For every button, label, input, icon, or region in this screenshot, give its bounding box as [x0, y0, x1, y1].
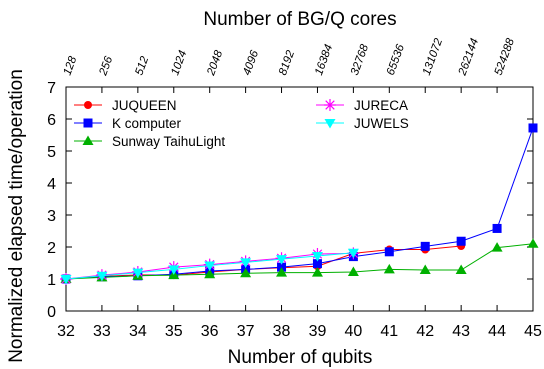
- x-tick-label: 32: [57, 323, 75, 340]
- data-point: [324, 99, 336, 111]
- data-point: [420, 241, 430, 251]
- plot-frame: [65, 86, 534, 312]
- data-point: [324, 119, 336, 129]
- x-tick-label: 45: [524, 323, 542, 340]
- data-point: [240, 258, 252, 268]
- data-point: [276, 267, 288, 277]
- legend-label: JUWELS: [354, 116, 409, 131]
- data-point: [492, 223, 502, 233]
- data-point: [419, 264, 431, 275]
- data-point: [84, 101, 92, 109]
- y-axis-title: Normalized elapsed time/operation: [6, 69, 27, 363]
- data-point: [527, 238, 539, 248]
- data-point: [528, 123, 538, 133]
- legend-item: Sunway TaihuLight: [74, 134, 225, 149]
- y-tick-label: 0: [47, 304, 56, 321]
- data-point: [204, 261, 216, 272]
- legend-label: Sunway TaihuLight: [112, 134, 225, 149]
- data-point: [456, 236, 466, 246]
- data-point: [60, 275, 72, 285]
- series-group: [60, 238, 539, 283]
- series-line: [65, 243, 534, 280]
- data-point: [312, 259, 322, 269]
- x-tick-label: 41: [380, 323, 398, 340]
- x-tick-label: 36: [201, 323, 219, 340]
- legend-item: JUWELS: [316, 116, 409, 131]
- x-axis-title: Number of qubits: [228, 347, 373, 368]
- x-tick-label: 34: [129, 323, 147, 340]
- y-tick-label: 7: [47, 80, 56, 97]
- x-tick-label: 38: [273, 323, 291, 340]
- y-tick-label: 1: [47, 272, 56, 289]
- y-tick-label: 2: [47, 240, 56, 257]
- top-tick-label: 262144: [456, 37, 481, 78]
- legend-item: JURECA: [316, 98, 408, 113]
- legend-item: K computer: [74, 116, 182, 131]
- legend-item: JUQUEEN: [74, 98, 177, 113]
- x-tick-label: 42: [416, 323, 434, 340]
- data-point: [96, 271, 108, 282]
- data-point: [311, 267, 323, 277]
- data-point: [311, 251, 323, 262]
- data-point: [240, 267, 252, 278]
- top-tick-label: 512: [133, 54, 151, 77]
- data-point: [384, 247, 394, 257]
- y-tick-label: 3: [47, 208, 56, 225]
- top-tick-label: 32768: [349, 42, 371, 77]
- series-group: [60, 248, 359, 285]
- x-tick-label: 39: [309, 323, 327, 340]
- x-tick-label: 37: [237, 323, 255, 340]
- data-point: [168, 265, 180, 275]
- top-tick-label: 8192: [277, 48, 297, 77]
- top-tick-label: 2048: [205, 48, 226, 78]
- y-tick-label: 4: [47, 176, 56, 193]
- top-tick-label: 524288: [493, 36, 518, 77]
- y-tick-label: 5: [47, 144, 56, 161]
- legend-label: JURECA: [354, 98, 408, 113]
- x-tick-label: 44: [488, 323, 506, 340]
- data-point: [204, 268, 216, 279]
- data-point: [83, 118, 93, 128]
- data-point: [347, 266, 359, 276]
- x-tick-label: 35: [165, 323, 183, 340]
- data-point: [82, 135, 94, 145]
- top-tick-label: 131072: [421, 36, 446, 77]
- x-tick-label: 33: [93, 323, 111, 340]
- legend-label: K computer: [112, 116, 182, 131]
- y-tick-label: 6: [47, 112, 56, 129]
- top-axis-title: Number of BG/Q cores: [203, 9, 396, 30]
- top-tick-label: 256: [97, 54, 115, 78]
- data-point: [491, 242, 503, 252]
- legend-label: JUQUEEN: [112, 98, 177, 113]
- data-point: [276, 255, 288, 265]
- top-tick-label: 4096: [241, 48, 261, 77]
- data-point: [132, 268, 144, 279]
- top-tick-label: 16384: [313, 43, 335, 77]
- top-tick-label: 65536: [385, 42, 407, 77]
- top-tick-label: 128: [62, 54, 80, 77]
- data-point: [347, 248, 359, 259]
- x-tick-label: 43: [452, 323, 470, 340]
- data-point: [455, 264, 467, 275]
- data-point: [383, 263, 395, 274]
- x-tick-label: 40: [344, 323, 362, 340]
- top-tick-label: 1024: [169, 49, 189, 77]
